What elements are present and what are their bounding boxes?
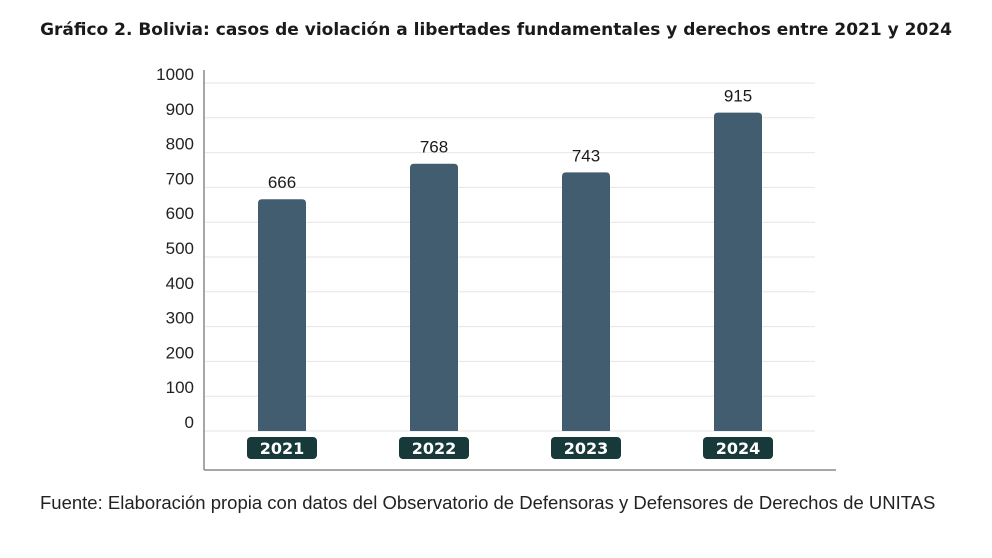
category-badge-2021 (247, 437, 317, 459)
y-tick-label-100: 100 (166, 378, 194, 397)
bar-2021 (258, 199, 306, 431)
data-label-2022: 768 (420, 138, 448, 157)
source-note: Fuente: Elaboración propia con datos del… (40, 492, 936, 513)
y-tick-label-300: 300 (166, 309, 194, 328)
axes (203, 70, 836, 471)
data-label-2024: 915 (724, 87, 752, 106)
bar-2022 (410, 163, 458, 431)
y-tick-label-600: 600 (166, 204, 194, 223)
data-label-2023: 743 (572, 146, 600, 165)
y-tick-label-0: 0 (185, 413, 194, 432)
category-badge-2023 (551, 437, 621, 459)
y-tick-label-200: 200 (166, 343, 194, 362)
gridlines (204, 82, 815, 432)
y-tick-label-800: 800 (166, 135, 194, 154)
category-label-2021: 2021 (260, 439, 305, 458)
y-tick-labels: 0 100 200 300 400 500 600 700 800 900 1000 (156, 65, 194, 432)
chart-title: Gráfico 2. Bolivia: casos de violación a… (40, 20, 952, 40)
category-badge-2024 (703, 437, 773, 459)
y-tick-label-500: 500 (166, 239, 194, 258)
category-label-2022: 2022 (412, 439, 457, 458)
category-labels: 2021 2022 2023 2024 (247, 437, 773, 459)
bar-2023 (562, 172, 610, 431)
category-label-2023: 2023 (564, 439, 609, 458)
category-label-2024: 2024 (716, 439, 761, 458)
y-tick-label-700: 700 (166, 169, 194, 188)
category-badge-2022 (399, 437, 469, 459)
data-label-2021: 666 (268, 173, 296, 192)
bars (258, 112, 762, 431)
y-tick-label-900: 900 (166, 100, 194, 119)
y-tick-label-400: 400 (166, 274, 194, 293)
y-tick-label-1000: 1000 (156, 65, 194, 84)
data-labels: 666 768 743 915 (268, 87, 752, 193)
bar-2024 (714, 112, 762, 431)
